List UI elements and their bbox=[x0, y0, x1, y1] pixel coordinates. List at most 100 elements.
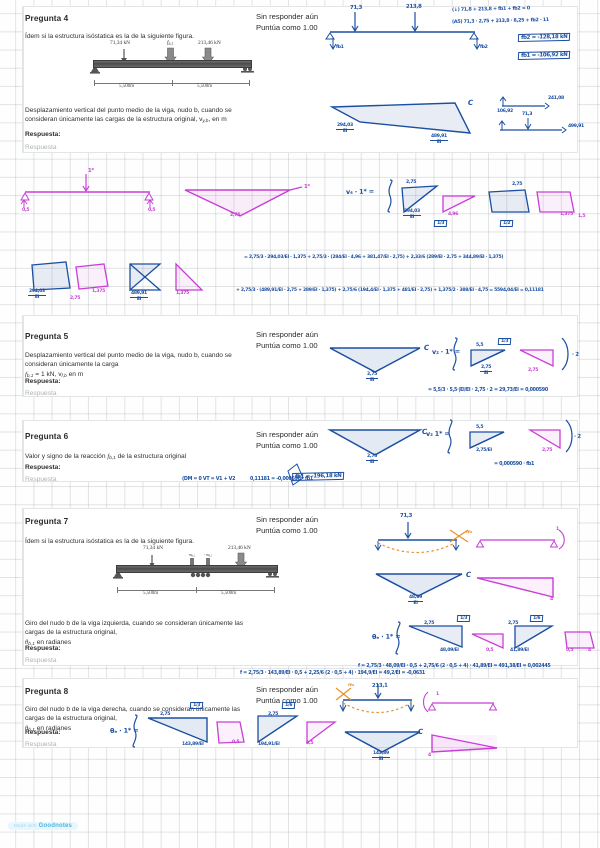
question-8-answer-input[interactable]: Respuesta bbox=[25, 741, 57, 748]
ink-q4-label-C: C bbox=[467, 98, 474, 107]
question-7-state-line1: Sin responder aún bbox=[256, 515, 319, 524]
ink-q4-s1-num: 294,03 bbox=[28, 289, 46, 296]
ink-q4-frac13: 1/3 bbox=[433, 220, 448, 227]
question-6-state: Sin responder aún Puntúa como 1.00 bbox=[256, 430, 318, 451]
question-6-answer-label: Respuesta: bbox=[25, 464, 61, 471]
beam-figure-q4: 71,34 kN fb,1 213,46 kN 5,500m 5,500m bbox=[85, 40, 260, 90]
ink-q4-reaction-right: fb2 bbox=[480, 45, 488, 50]
q4-prompt2-c: , en m bbox=[208, 116, 227, 124]
q5-prompt-sub2: f,b bbox=[61, 374, 67, 379]
ink-q6-note2: 0,11181 = -0,000590 · fb1 bbox=[250, 477, 313, 482]
ink-q4-shape2-lbl2: 1,375 bbox=[92, 289, 106, 294]
ink-q4-s1-den: EI bbox=[34, 294, 40, 300]
question-8-prompt: Giro del nudo b de la viga derecha, cuan… bbox=[25, 705, 260, 735]
ink-q4-t15: 1,5 bbox=[578, 214, 586, 219]
ink-q5-t2-den: EI bbox=[483, 370, 489, 376]
dim-label-right-q7: 5,500m bbox=[221, 591, 237, 596]
watermark-prefix: Made with bbox=[14, 823, 37, 828]
q5-prompt-b: f bbox=[25, 370, 27, 378]
question-6-state-line2: Puntúa como 1.00 bbox=[256, 440, 318, 450]
ink-q4-line1: = 2,75/3 · 294,03/EI · 1,375 + 2,75/3 · … bbox=[244, 255, 504, 260]
beam-load-left-label-q7: 71,34 kN bbox=[143, 545, 164, 551]
dim-label-left: 5,500m bbox=[119, 84, 135, 89]
ink-q7-integral-title: θₑ · 1* = bbox=[371, 632, 401, 641]
ink-q8-load: 213,1 bbox=[371, 682, 388, 689]
ink-q7-m-num: 48,09 bbox=[408, 595, 424, 602]
ink-q8-t6: 0,5 bbox=[306, 741, 314, 746]
ink-q4-frac12-box: 1/2 bbox=[499, 220, 514, 227]
ink-q4-shear-10692: 106,92 bbox=[497, 109, 513, 114]
dim-tick-mid bbox=[172, 80, 173, 86]
ink-q7-t2: 48,09/EI bbox=[440, 648, 459, 653]
ink-q4-shear-713: 71,3 bbox=[522, 112, 533, 117]
question-4-title: Pregunta 4 bbox=[25, 14, 69, 23]
q7-m-left: m bbox=[189, 553, 192, 557]
question-5-prompt: Desplazamiento vertical del punto medio … bbox=[25, 351, 255, 381]
ink-q4-shear-241: 241,08 bbox=[548, 96, 564, 101]
ink-q6-m-den: EI bbox=[369, 459, 375, 465]
ink-q7-load: 71,3 bbox=[399, 512, 413, 519]
question-7-state-line2: Puntúa como 1.00 bbox=[256, 525, 318, 535]
ink-q4-t294-num: 294,03 bbox=[403, 209, 421, 216]
question-7-state: Sin responder aún Puntúa como 1.00 bbox=[256, 515, 318, 536]
question-8-state: Sin responder aún Puntúa como 1.00 bbox=[256, 685, 318, 706]
ink-q4-t496: 4,96 bbox=[448, 212, 459, 217]
ink-q7-frac16-box: 1/6 bbox=[529, 615, 544, 622]
question-5-state-line2: Puntúa como 1.00 bbox=[256, 340, 318, 350]
q5-prompt-d: en m bbox=[66, 370, 84, 378]
ink-q5-result: = 5,5/3 · 5,5·|EI/EI · 2,75 · 2 = 29,73/… bbox=[428, 388, 548, 393]
ink-q8-frac13-box: 1/3 bbox=[189, 702, 204, 709]
ink-q8-mag-val: 4 bbox=[428, 753, 431, 758]
q5-prompt-c: = 1 kN, v bbox=[33, 370, 62, 378]
beam-figure-q7: 71,34 kN mb,1 - mb,1 213,46 kN 5,500m 5,… bbox=[105, 545, 285, 597]
beam-load-mid-sym: f bbox=[167, 40, 169, 46]
ink-q5-frac: 1/3 bbox=[497, 338, 512, 345]
q5-prompt-sub: b,1 bbox=[26, 374, 34, 379]
ink-q4-t294-frac: 294,03 EI bbox=[403, 209, 421, 221]
question-6-answer-input[interactable]: Respuesta bbox=[25, 476, 57, 483]
question-7-answer-input[interactable]: Respuesta bbox=[25, 657, 57, 664]
question-7-title: Pregunta 7 bbox=[25, 517, 69, 526]
ink-q6-t1: 5,5 bbox=[476, 425, 484, 430]
ink-q4-res-fb2-box: fb2 = -128,18 kN bbox=[517, 32, 571, 43]
ink-q4-result-fb1: fb1 = -106,92 kN bbox=[517, 50, 571, 61]
ink-q4-shape1-lbl: 294,03 EI bbox=[28, 289, 46, 301]
question-6-prompt: Valor y signo de la reacción fb,1 de la … bbox=[25, 452, 255, 464]
ink-q8-t4: 2,75 bbox=[268, 712, 279, 717]
question-5-answer-input[interactable]: Respuesta bbox=[25, 390, 57, 397]
question-4-answer-input[interactable]: Respuesta bbox=[25, 144, 57, 151]
ink-q4-shape2-lbl: 2,75 bbox=[70, 296, 81, 301]
q4-prompt2-b: la estructura original, v bbox=[136, 116, 203, 124]
ink-q4-shape4-lbl: 1,375 bbox=[176, 291, 190, 296]
ink-q4-mag-moment: 2,75 bbox=[230, 213, 241, 218]
goodnotes-watermark: Made with Goodnotes bbox=[8, 822, 79, 830]
ink-q5-moment-val: 2,75 EI bbox=[366, 372, 379, 384]
beam-load-left-label: 71,34 kN bbox=[110, 40, 131, 46]
ink-q4-frac13-box: 1/3 bbox=[433, 220, 448, 227]
question-6-title: Pregunta 6 bbox=[25, 432, 69, 441]
ink-q7-moment-val: 48,09 EI bbox=[408, 595, 424, 607]
ink-q6-result: = 0,000590 · fb1 bbox=[494, 462, 535, 467]
beam-load-mid-sub: b,1 bbox=[168, 41, 174, 46]
question-7-prompt: Ídem si la estructura isóstatica es la d… bbox=[25, 538, 194, 545]
ink-q5-t55: 5,5 bbox=[476, 343, 484, 348]
ink-q4-mag-arrow-label: 1* bbox=[303, 183, 311, 190]
ink-q4-line2: + 2,75/3 · (489,91/EI · 2,75 + 289/EI · … bbox=[236, 288, 544, 293]
question-5-title: Pregunta 5 bbox=[25, 332, 69, 341]
ink-q4-react-05-left: 0,5 bbox=[22, 208, 30, 213]
question-4-state-line1: Sin responder aún bbox=[256, 12, 319, 21]
q7-m-left-sub: b,1 bbox=[191, 554, 195, 558]
ink-q7-label-C: C bbox=[465, 570, 472, 579]
ink-q8-moment-val: 143,89 EI bbox=[372, 751, 390, 763]
ink-q7-t3: 0,5 bbox=[486, 648, 494, 653]
ink-q6-moment-val: 2,75 EI bbox=[366, 454, 379, 466]
question-4-answer-label: Respuesta: bbox=[25, 131, 61, 138]
question-4-state: Sin responder aún Puntúa como 1.00 bbox=[256, 12, 318, 33]
q5-prompt-a: Desplazamiento vertical del punto medio … bbox=[25, 352, 232, 369]
ink-q5-m-den: EI bbox=[369, 377, 375, 383]
q6-prompt-a: Valor y signo de la reacción bbox=[25, 453, 108, 460]
ink-q5-m-num: 2,75 bbox=[366, 372, 379, 379]
ink-q8-unit-1: 1 bbox=[436, 692, 439, 697]
ink-q4-s3-den: EI bbox=[136, 296, 142, 302]
ink-q6-integral-title: v₂ 1* = bbox=[425, 429, 450, 438]
